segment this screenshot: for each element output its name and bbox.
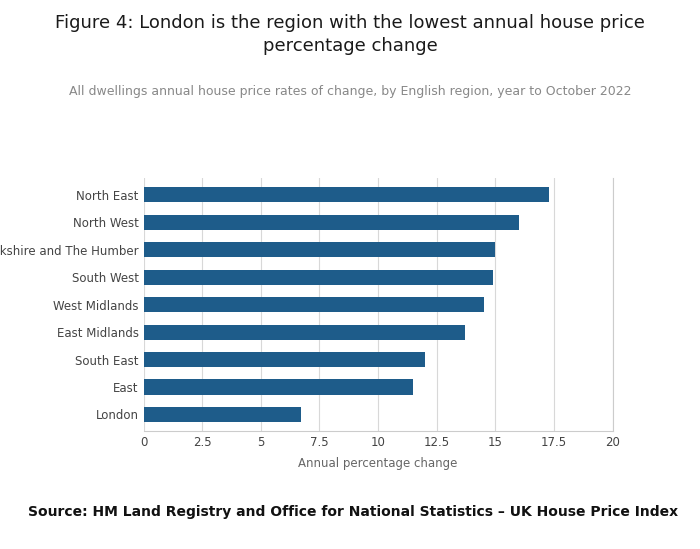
Bar <box>144 297 484 312</box>
Text: Source: HM Land Registry and Office for National Statistics – UK House Price Ind: Source: HM Land Registry and Office for … <box>28 505 678 519</box>
Bar <box>144 324 465 340</box>
Bar <box>144 187 550 203</box>
Bar <box>144 407 300 422</box>
Bar <box>144 379 413 395</box>
Bar <box>144 270 493 285</box>
Bar <box>144 215 519 230</box>
Text: All dwellings annual house price rates of change, by English region, year to Oct: All dwellings annual house price rates o… <box>69 85 631 98</box>
Bar <box>144 352 425 367</box>
Text: Figure 4: London is the region with the lowest annual house price
percentage cha: Figure 4: London is the region with the … <box>55 14 645 55</box>
Bar <box>144 242 496 257</box>
X-axis label: Annual percentage change: Annual percentage change <box>298 457 458 470</box>
